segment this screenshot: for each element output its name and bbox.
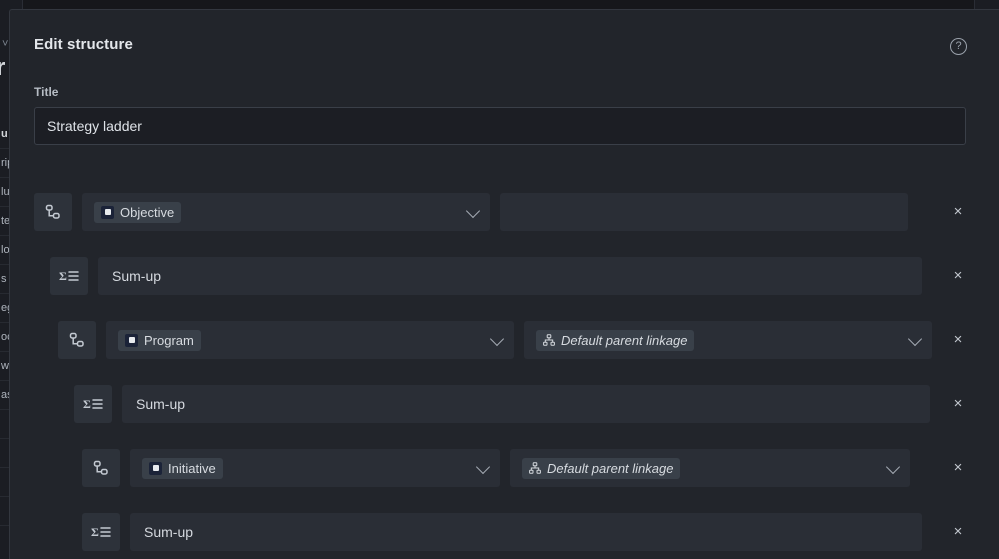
structure-rows-list: Objective × Σ Sum-up × <box>10 180 999 559</box>
title-input[interactable] <box>34 107 966 145</box>
node-type-select[interactable]: Objective <box>82 193 490 231</box>
hierarchy-icon[interactable] <box>58 321 96 359</box>
remove-row-button[interactable]: × <box>953 203 963 220</box>
sum-up-label: Sum-up <box>112 268 162 284</box>
parent-linkage-select[interactable]: Default parent linkage <box>524 321 932 359</box>
node-type-chip: Initiative <box>142 457 223 479</box>
sum-up-input[interactable]: Sum-up <box>130 513 922 551</box>
edit-structure-dialog: Edit structure ? Title <box>9 9 999 559</box>
parent-linkage-select[interactable]: Default parent linkage <box>510 449 910 487</box>
chevron-down-icon <box>489 331 505 347</box>
node-type-chip: Program <box>118 329 201 351</box>
background-chevron-icon: ˅ <box>2 38 9 50</box>
help-icon[interactable]: ? <box>950 38 967 55</box>
sum-up-label: Sum-up <box>144 524 194 540</box>
structure-row: Objective × <box>10 180 999 244</box>
node-type-label: Program <box>144 332 194 348</box>
chevron-down-icon <box>907 331 923 347</box>
org-chart-icon <box>529 462 541 474</box>
page-title: Edit structure <box>34 36 133 53</box>
node-type-label: Objective <box>120 204 175 220</box>
parent-linkage-select[interactable] <box>500 193 908 231</box>
hierarchy-icon[interactable] <box>82 449 120 487</box>
svg-text:Σ: Σ <box>83 397 91 411</box>
square-node-icon <box>125 333 138 347</box>
dialog-header: Edit structure ? <box>10 10 999 72</box>
square-node-icon <box>101 205 114 219</box>
title-field-block: Title <box>34 85 966 145</box>
node-type-chip: Objective <box>94 201 182 223</box>
svg-text:Σ: Σ <box>59 269 67 283</box>
structure-row: Σ Sum-up × <box>10 500 999 559</box>
node-type-select[interactable]: Program <box>106 321 514 359</box>
parent-linkage-chip: Default parent linkage <box>522 457 681 479</box>
square-node-icon <box>149 461 162 475</box>
chevron-down-icon <box>475 459 491 475</box>
sum-list-icon[interactable]: Σ <box>74 385 112 423</box>
org-chart-icon <box>543 334 555 346</box>
title-field-label: Title <box>34 85 59 99</box>
remove-row-button[interactable]: × <box>953 331 963 348</box>
remove-row-button[interactable]: × <box>953 395 963 412</box>
sum-up-label: Sum-up <box>136 396 186 412</box>
sum-list-icon[interactable]: Σ <box>82 513 120 551</box>
structure-row: Initiative De <box>10 436 999 500</box>
structure-row: Σ Sum-up × <box>10 372 999 436</box>
remove-row-button[interactable]: × <box>953 267 963 284</box>
sum-up-input[interactable]: Sum-up <box>98 257 922 295</box>
structure-row: Σ Sum-up × <box>10 244 999 308</box>
hierarchy-icon[interactable] <box>34 193 72 231</box>
sum-list-icon[interactable]: Σ <box>50 257 88 295</box>
remove-row-button[interactable]: × <box>953 459 963 476</box>
remove-row-button[interactable]: × <box>953 523 963 540</box>
node-type-select[interactable]: Initiative <box>130 449 500 487</box>
parent-linkage-chip: Default parent linkage <box>536 329 695 351</box>
chevron-down-icon <box>465 203 481 219</box>
chevron-down-icon <box>885 459 901 475</box>
sum-up-input[interactable]: Sum-up <box>122 385 930 423</box>
svg-text:Σ: Σ <box>91 525 99 539</box>
structure-row: Program Defau <box>10 308 999 372</box>
parent-linkage-label: Default parent linkage <box>561 332 688 348</box>
parent-linkage-label: Default parent linkage <box>547 460 674 476</box>
background-heading-fragment: r <box>0 54 5 82</box>
node-type-label: Initiative <box>168 460 216 476</box>
